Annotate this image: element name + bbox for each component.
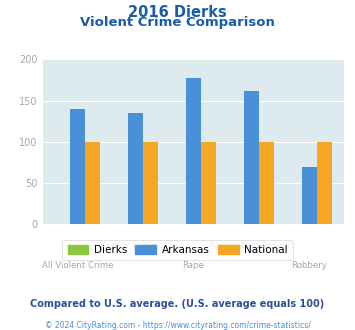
Bar (244, 91, 259, 224)
Bar (201, 142, 216, 224)
Bar (186, 78, 201, 224)
Text: Murder & Mans...: Murder & Mans... (99, 241, 172, 250)
Text: Aggravated Assault: Aggravated Assault (209, 241, 294, 250)
Bar (85, 142, 100, 224)
Bar (70, 109, 85, 224)
Text: Compared to U.S. average. (U.S. average equals 100): Compared to U.S. average. (U.S. average … (31, 299, 324, 309)
Bar (128, 113, 143, 224)
Bar (302, 167, 317, 224)
Text: Robbery: Robbery (291, 261, 327, 270)
Bar (143, 142, 158, 224)
Text: © 2024 CityRating.com - https://www.cityrating.com/crime-statistics/: © 2024 CityRating.com - https://www.city… (45, 321, 310, 330)
Legend: Dierks, Arkansas, National: Dierks, Arkansas, National (62, 240, 293, 260)
Bar (317, 142, 332, 224)
Bar (260, 142, 274, 224)
Text: 2016 Dierks: 2016 Dierks (128, 5, 227, 20)
Text: Violent Crime Comparison: Violent Crime Comparison (80, 16, 275, 29)
Text: Rape: Rape (182, 261, 204, 270)
Text: All Violent Crime: All Violent Crime (42, 261, 113, 270)
